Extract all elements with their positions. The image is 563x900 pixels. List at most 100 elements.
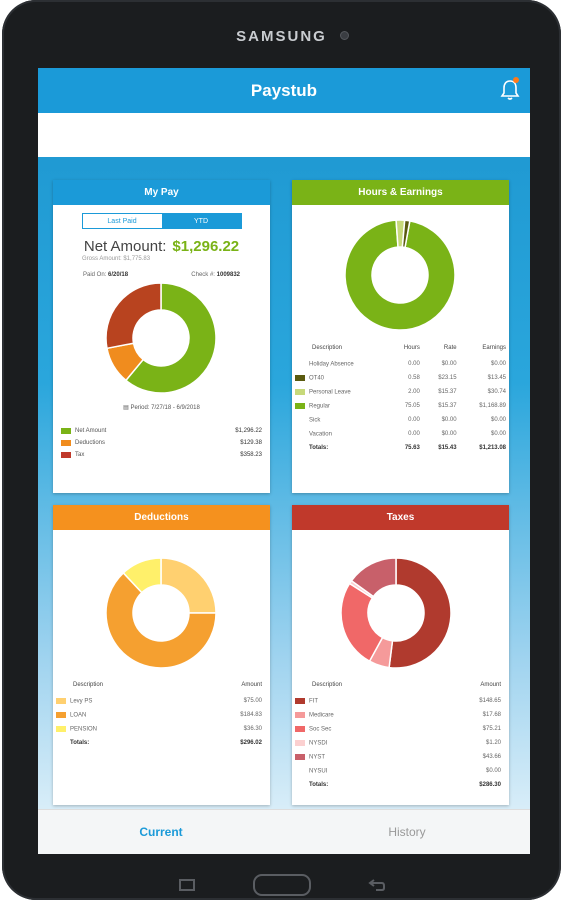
net-amount-value: $1,296.22 <box>172 238 240 255</box>
description-cell: Regular <box>292 399 390 413</box>
amount-cell: $43.66 <box>482 754 501 760</box>
legend-swatch <box>295 374 305 381</box>
tab-last-paid[interactable]: Last Paid <box>107 217 137 225</box>
legend-swatch <box>56 711 66 718</box>
table-row: NYST $43.66 <box>292 750 509 764</box>
legend-swatch <box>295 388 305 395</box>
table-row: Personal Leave 2.00 $15.37 $30.74 <box>292 385 509 399</box>
page-title: Paystub <box>250 80 318 100</box>
totals-label: Totals: <box>70 740 90 746</box>
donut-slice <box>122 557 162 594</box>
legend-swatch <box>295 402 305 409</box>
legend-swatch <box>56 725 66 732</box>
calendar-icon: ▤ <box>123 405 129 411</box>
earnings-cell: $0.00 <box>490 417 506 423</box>
tab-history[interactable]: History <box>388 825 426 839</box>
rate-cell: $23.15 <box>438 375 457 381</box>
deductions-header: Deductions <box>53 505 270 530</box>
home-button[interactable] <box>253 874 311 896</box>
legend-swatch <box>295 753 305 760</box>
device-brand: SAMSUNG <box>236 28 327 45</box>
tab-ytd[interactable]: YTD <box>161 214 241 228</box>
legend-value: $1,296.22 <box>235 428 262 434</box>
table-row: Levy PS $75.00 <box>53 694 270 708</box>
table-row: Sick 0.00 $0.00 $0.00 <box>292 413 509 427</box>
hours-cell: 75.05 <box>404 403 420 409</box>
hours-cell: 0.00 <box>408 431 420 437</box>
description-cell: Vacation <box>292 427 390 441</box>
legend-label: Tax <box>75 452 85 458</box>
amount-cell: $296.02 <box>240 740 262 746</box>
hours-earnings-header: Hours & Earnings <box>292 180 509 205</box>
paid-on-value: 6/20/18 <box>108 272 129 278</box>
table-row: Regular 75.05 $15.37 $1,168.89 <box>292 399 509 413</box>
table-row: Vacation 0.00 $0.00 $0.00 <box>292 427 509 441</box>
taxes-table: Description Amount FIT $148.65 Medicare $17.… <box>292 676 509 792</box>
donut-slice <box>388 557 452 669</box>
column-header: Hours <box>403 345 420 351</box>
legend-swatch <box>56 697 66 704</box>
subheader-area <box>38 113 530 157</box>
back-icon[interactable] <box>368 878 386 892</box>
legend-swatch <box>61 440 71 446</box>
amount-cell: $75.00 <box>243 698 262 704</box>
amount-cell: $17.68 <box>482 712 501 718</box>
table-row: NYSDI $1.20 <box>292 736 509 750</box>
totals-row: Totals: $286.30 <box>292 778 509 792</box>
description-cell: NYST <box>292 750 426 764</box>
amount-cell: $75.21 <box>482 726 501 732</box>
notification-dot <box>513 77 519 83</box>
legend-label: Deductions <box>75 440 106 446</box>
bell-icon[interactable] <box>500 77 520 101</box>
tab-current[interactable]: Current <box>139 825 183 839</box>
earnings-cell: $30.74 <box>487 389 506 395</box>
hours-cell: 0.58 <box>408 375 420 381</box>
description-cell: LOAN <box>53 708 187 722</box>
legend-swatch <box>295 739 305 746</box>
app-screen: Paystub My Pay Last Paid YTD Net Amount:… <box>38 68 530 854</box>
totals-label: Totals: <box>309 445 329 451</box>
recent-apps-icon[interactable] <box>178 878 196 892</box>
rate-cell: $0.00 <box>441 361 457 367</box>
legend-swatch <box>295 697 305 704</box>
taxes-header: Taxes <box>292 505 509 530</box>
legend-swatch <box>295 711 305 718</box>
rate-cell: $15.43 <box>438 445 457 451</box>
legend-item: Net Amount $1,296.22 <box>61 425 262 437</box>
table-row: Medicare $17.68 <box>292 708 509 722</box>
donut-slice <box>124 282 217 394</box>
hours-cell: 0.00 <box>408 361 420 367</box>
column-header: Description <box>73 682 104 688</box>
donut-slice <box>344 219 456 331</box>
pay-period: Period: 7/27/18 - 6/9/2018 <box>130 405 200 411</box>
taxes-donut-chart <box>340 557 452 669</box>
amount-cell: $148.65 <box>479 698 501 704</box>
legend-swatch <box>295 431 305 437</box>
bottom-tab-bar: Current History <box>38 809 530 854</box>
legend-swatch <box>295 725 305 732</box>
donut-slice <box>105 282 162 350</box>
top-bar: Paystub <box>38 68 530 113</box>
table-row: PENSION $36.30 <box>53 722 270 736</box>
description-cell: Holiday Absence <box>292 357 390 371</box>
hours-earnings-card: Hours & Earnings Description Hours Rate Ear… <box>292 180 509 493</box>
column-header: Amount <box>480 682 501 688</box>
hours-table: Description Hours Rate Earnings Holiday Abs… <box>292 339 509 455</box>
rate-cell: $15.37 <box>438 403 457 409</box>
column-header: Description <box>312 682 343 688</box>
legend-value: $358.23 <box>240 452 262 458</box>
rate-cell: $0.00 <box>441 431 457 437</box>
description-cell: Levy PS <box>53 694 187 708</box>
description-cell: NYSUI <box>292 764 426 778</box>
amount-cell: $1.20 <box>485 740 501 746</box>
check-label: Check #: <box>191 272 215 278</box>
amount-cell: $36.30 <box>243 726 262 732</box>
table-row: LOAN $184.83 <box>53 708 270 722</box>
rate-cell: $0.00 <box>441 417 457 423</box>
legend-swatch <box>61 452 71 458</box>
earnings-cell: $0.00 <box>490 361 506 367</box>
earnings-cell: $1,213.08 <box>479 445 506 451</box>
my-pay-card: My Pay Last Paid YTD Net Amount: $1,296.… <box>53 180 270 493</box>
earnings-cell: $0.00 <box>490 431 506 437</box>
